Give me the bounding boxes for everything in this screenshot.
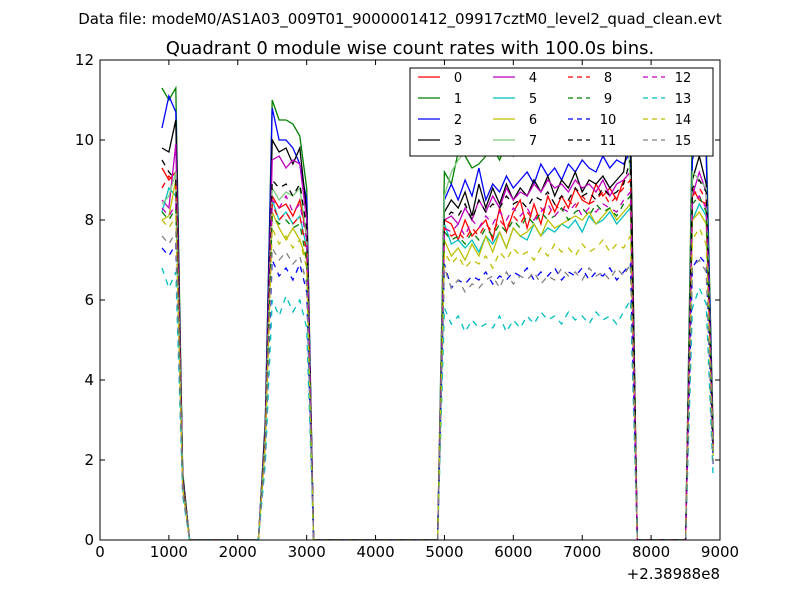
ticks-layer: 0 1000 2000 3000 4000 5000 6000 7000 8000 9000 0 2 4…	[75, 51, 739, 561]
series-line-4	[161, 143, 714, 540]
series-line-5	[161, 186, 714, 540]
y-tick-label: 2	[84, 451, 94, 469]
series-line-9	[161, 194, 714, 540]
suptitle: Data file: modeM0/AS1A03_009T01_90000014…	[78, 10, 722, 29]
series-line-15	[161, 229, 714, 540]
series-line-6	[161, 179, 714, 540]
series-line-2	[161, 93, 714, 540]
y-tick-label: 0	[84, 531, 94, 549]
legend-label-3: 3	[454, 134, 462, 149]
legend-label-4: 4	[529, 71, 537, 86]
legend-label-6: 6	[529, 113, 537, 128]
series-line-14	[161, 213, 714, 540]
x-tick-label: 9000	[701, 543, 739, 561]
chart-title: Quadrant 0 module wise count rates with …	[166, 38, 655, 59]
legend-label-9: 9	[604, 92, 612, 107]
legend-label-14: 14	[675, 113, 692, 128]
y-tick-label: 4	[84, 371, 94, 389]
legend-label-2: 2	[454, 113, 462, 128]
legend-label-5: 5	[529, 92, 537, 107]
legend-label-1: 1	[454, 92, 462, 107]
legend-label-10: 10	[600, 113, 617, 128]
x-tick-label: 3000	[288, 543, 326, 561]
legend-frame	[409, 67, 714, 157]
legend-label-7: 7	[529, 134, 537, 149]
x-tick-label: 6000	[494, 543, 532, 561]
legend-label-0: 0	[454, 71, 462, 86]
y-tick-label: 6	[84, 291, 94, 309]
plot-area: 0 1000 2000 3000 4000 5000 6000 7000 8000 9000 0 2 4…	[75, 51, 739, 583]
legend-label-13: 13	[675, 92, 692, 107]
x-offset-label: +2.38988e8	[627, 565, 720, 583]
x-tick-label: 1000	[150, 543, 188, 561]
legend-label-8: 8	[604, 71, 612, 86]
x-tick-label: 2000	[219, 543, 257, 561]
series-line-3	[161, 119, 714, 540]
series-line-13	[161, 267, 714, 540]
series-line-11	[161, 159, 714, 540]
y-tick-label: 8	[84, 211, 94, 229]
legend-label-12: 12	[675, 71, 692, 86]
series-line-8	[161, 174, 714, 540]
x-tick-label: 5000	[425, 543, 463, 561]
series-layer	[161, 79, 714, 540]
series-line-0	[161, 167, 714, 540]
y-tick-label: 10	[75, 131, 94, 149]
x-tick-label: 4000	[356, 543, 394, 561]
legend-label-11: 11	[600, 134, 617, 149]
series-line-10	[161, 241, 714, 540]
y-tick-label: 12	[75, 51, 94, 69]
legend-label-15: 15	[675, 134, 692, 149]
x-tick-label: 8000	[632, 543, 670, 561]
x-tick-label: 0	[95, 543, 105, 561]
x-tick-label: 7000	[563, 543, 601, 561]
